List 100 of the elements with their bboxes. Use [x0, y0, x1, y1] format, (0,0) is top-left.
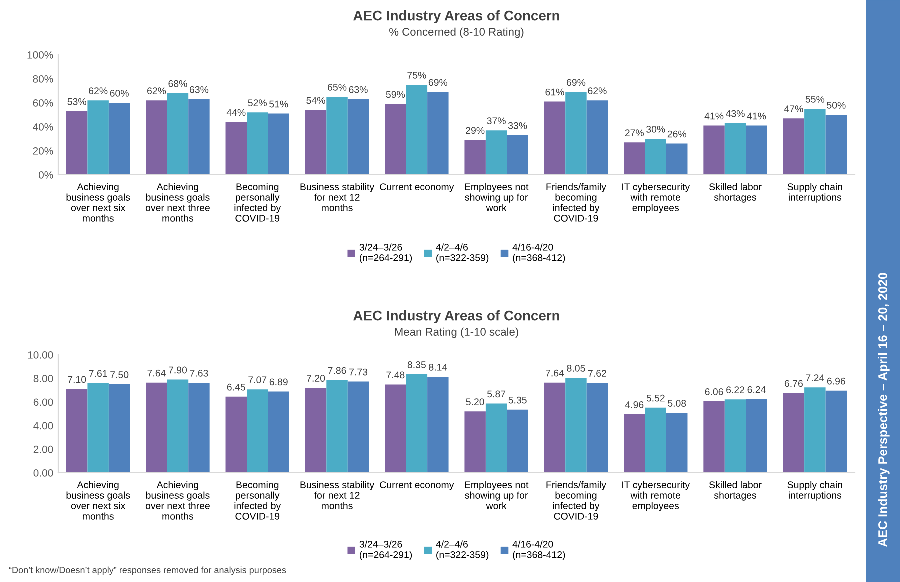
- x-tick-label: Skilled labor shortages: [709, 481, 762, 501]
- data-label: 7.50: [110, 372, 129, 378]
- bar: [385, 384, 406, 473]
- data-label: 53%: [68, 98, 86, 106]
- x-tick-label: Current economy: [380, 482, 454, 490]
- bar: [724, 400, 746, 473]
- bar: [586, 100, 608, 175]
- data-label: 6.22: [726, 386, 744, 394]
- bar: [507, 135, 528, 175]
- bar: [428, 92, 449, 175]
- bar: [66, 389, 88, 473]
- bar: [566, 378, 587, 473]
- bar: [146, 382, 168, 473]
- x-tick-label: Employees not showing up for work: [465, 481, 529, 510]
- data-label: 7.62: [588, 370, 606, 377]
- bar: [247, 390, 268, 473]
- data-label: 44%: [226, 109, 246, 116]
- bar: [167, 93, 189, 175]
- y-tick-label: 60%: [33, 100, 54, 107]
- data-label: 50%: [827, 102, 846, 109]
- chart-subtitle: % Concerned (8-10 Rating): [390, 28, 524, 38]
- data-label: 8.14: [429, 364, 448, 371]
- data-label: 7.73: [350, 368, 368, 376]
- x-tick-label: Becoming personally infected by COVID-19: [234, 183, 282, 222]
- data-label: 54%: [306, 97, 326, 104]
- data-label: 5.87: [488, 390, 506, 398]
- data-label: 43%: [726, 110, 745, 118]
- data-label: 69%: [428, 79, 448, 86]
- x-tick-label: Friends/family becoming infected by COVID-19: [546, 183, 606, 222]
- bar: [724, 123, 746, 175]
- data-label: 7.48: [386, 372, 405, 379]
- bar: [704, 126, 725, 175]
- y-tick-label: 4.00: [34, 422, 54, 430]
- x-tick-label: Current economy: [380, 184, 454, 192]
- bar: [704, 401, 725, 473]
- bar: [507, 410, 528, 473]
- bar: [624, 142, 646, 175]
- data-label: 7.90: [169, 366, 188, 374]
- bar: [305, 110, 327, 175]
- bar: [326, 97, 348, 175]
- x-tick-label: Achieving business goals over next three months: [146, 481, 210, 520]
- bar: [804, 109, 826, 175]
- data-label: 37%: [487, 118, 506, 125]
- data-label: 7.64: [148, 370, 166, 377]
- bar: [188, 382, 210, 473]
- data-label: 47%: [784, 106, 804, 112]
- bar: [666, 413, 688, 473]
- data-label: 6.45: [227, 384, 246, 391]
- chart-title: AEC Industry Areas of Concern: [354, 10, 560, 24]
- bar: [826, 115, 848, 175]
- bar: [428, 376, 449, 473]
- y-tick-label: 8.00: [34, 375, 54, 382]
- data-label: 7.24: [806, 374, 824, 382]
- bar: [645, 408, 666, 473]
- data-label: 59%: [386, 91, 406, 98]
- bar: [385, 104, 406, 175]
- data-label: 8.05: [567, 365, 586, 372]
- data-label: 62%: [588, 88, 607, 95]
- data-label: 6.06: [705, 388, 724, 396]
- bar: [746, 399, 768, 473]
- bar: [88, 383, 109, 473]
- y-tick-label: 0%: [38, 172, 54, 179]
- x-tick-label: Friends/family becoming infected by COVID-19: [546, 481, 606, 520]
- bar: [348, 382, 370, 473]
- data-label: 51%: [270, 100, 288, 108]
- data-label: 8.35: [408, 361, 426, 368]
- legend-label: 3/24–3/26 (n=264-291): [360, 244, 412, 264]
- data-label: 7.20: [307, 375, 326, 382]
- bar: [624, 414, 646, 473]
- data-label: 5.20: [466, 398, 484, 406]
- x-tick-label: Employees not showing up for work: [465, 183, 529, 212]
- data-label: 63%: [190, 86, 209, 94]
- y-tick-label: 20%: [33, 148, 54, 155]
- data-label: 27%: [625, 130, 644, 136]
- bar: [226, 122, 248, 175]
- data-label: 7.86: [328, 367, 346, 374]
- bar: [167, 380, 189, 473]
- bar: [746, 126, 768, 175]
- data-label: 6.96: [827, 378, 846, 385]
- data-label: 7.10: [68, 376, 86, 384]
- data-label: 60%: [110, 90, 129, 97]
- data-label: 61%: [546, 88, 564, 96]
- data-label: 68%: [168, 80, 188, 88]
- chart-title: AEC Industry Areas of Concern: [354, 310, 560, 324]
- legend-label: 4/16-4/20 (n=368-412): [512, 540, 566, 560]
- data-label: 5.08: [668, 400, 686, 407]
- data-label: 30%: [646, 126, 666, 133]
- bar: [666, 144, 688, 175]
- bar: [804, 388, 826, 473]
- text: AEC Industry Perspective – April 16 – 20, 2020: [878, 273, 890, 548]
- x-tick-label: Business stability for next 12 months: [300, 183, 375, 212]
- x-tick-label: IT cybersecurity with remote employees: [622, 481, 690, 512]
- data-label: 5.52: [646, 394, 665, 402]
- legend-label: 4/16-4/20 (n=368-412): [512, 244, 566, 264]
- data-label: 41%: [747, 112, 766, 120]
- bar: [268, 114, 290, 175]
- x-tick-label: Becoming personally infected by COVID-19: [234, 481, 282, 520]
- bar: [783, 393, 805, 473]
- y-tick-label: 2.00: [34, 446, 54, 454]
- bar: [188, 99, 210, 175]
